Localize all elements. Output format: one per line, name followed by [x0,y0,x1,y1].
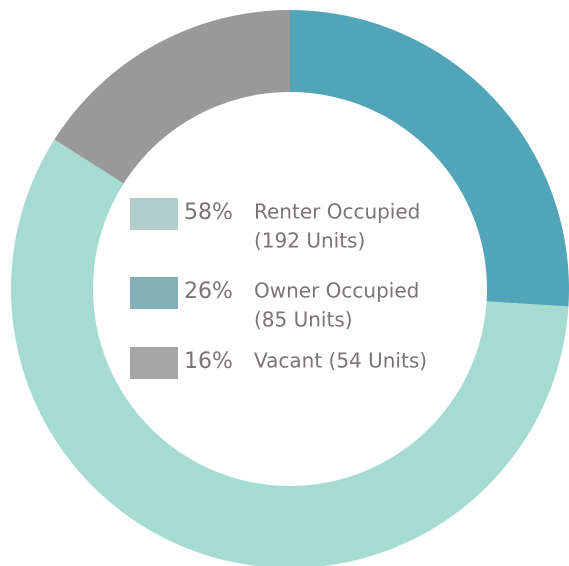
legend-percent: 58% [184,200,233,225]
legend-swatch [130,277,178,309]
legend-label: Owner Occupied [254,279,419,303]
legend-percent: 26% [184,279,233,304]
legend-label: Vacant (54 Units) [254,349,427,373]
legend-swatch [130,198,178,230]
donut-segment [290,10,569,307]
legend-label: (85 Units) [254,308,353,332]
legend-swatch [130,347,178,379]
donut-segment [54,10,290,184]
legend-label: Renter Occupied [254,200,420,224]
donut-segment [11,139,569,566]
legend-percent: 16% [184,349,233,374]
legend-label: (192 Units) [254,229,365,253]
